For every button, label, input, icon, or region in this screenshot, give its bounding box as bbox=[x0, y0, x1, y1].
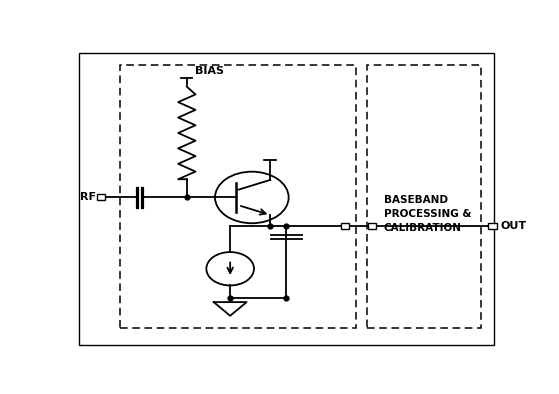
Bar bbox=[367, 65, 481, 328]
Text: BIAS: BIAS bbox=[195, 66, 224, 76]
Bar bbox=[488, 223, 496, 229]
Bar bbox=[97, 194, 106, 201]
Bar bbox=[120, 65, 356, 328]
Text: OUT: OUT bbox=[500, 221, 526, 231]
Bar bbox=[367, 223, 376, 229]
Text: RF: RF bbox=[80, 192, 96, 203]
Bar bbox=[340, 223, 349, 229]
Text: BASEBAND
PROCESSING &
CALIBRATION: BASEBAND PROCESSING & CALIBRATION bbox=[384, 195, 471, 233]
